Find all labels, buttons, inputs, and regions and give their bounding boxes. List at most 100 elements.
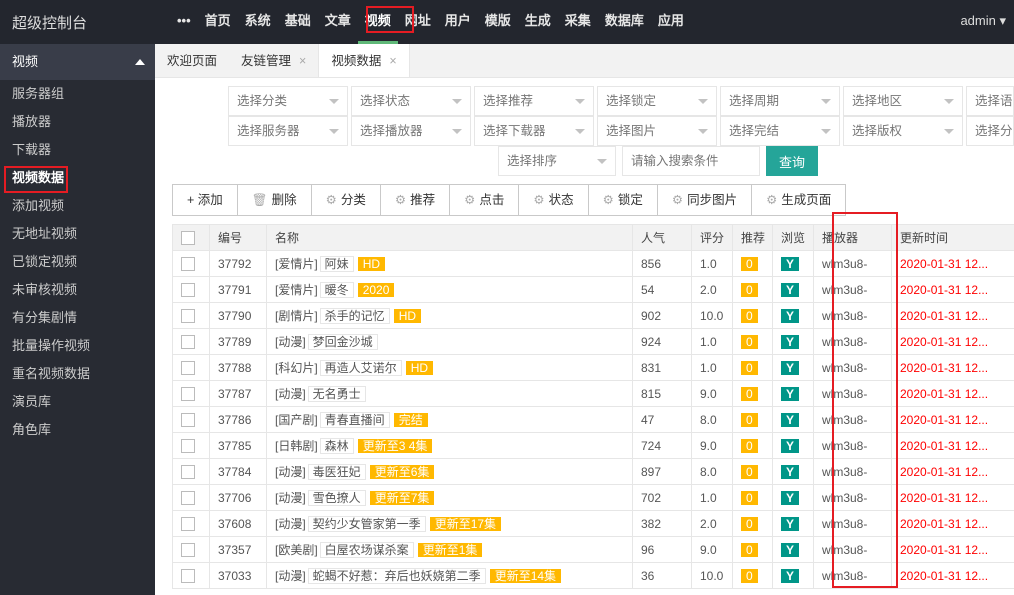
- nav-item-6[interactable]: 网址: [404, 13, 431, 28]
- recommend-badge[interactable]: 0: [741, 308, 758, 323]
- browse-badge[interactable]: Y: [781, 334, 800, 349]
- filter-select[interactable]: 选择锁定: [597, 86, 717, 116]
- video-name-link[interactable]: 杀手的记忆: [319, 308, 390, 324]
- filter-select[interactable]: 选择推荐: [474, 86, 594, 116]
- sidebar-item-2[interactable]: 下载器: [12, 142, 52, 157]
- nav-item-12[interactable]: 应用: [657, 13, 684, 28]
- filter-select[interactable]: 选择图片: [597, 116, 717, 146]
- video-name-link[interactable]: 无名勇士: [307, 386, 366, 402]
- nav-item-1[interactable]: 首页: [204, 13, 231, 28]
- recommend-badge[interactable]: 0: [741, 282, 758, 297]
- nav-item-5[interactable]: 视频: [357, 0, 398, 44]
- filter-select[interactable]: 选择服务器: [228, 116, 348, 146]
- nav-item-0[interactable]: •••: [177, 13, 191, 28]
- toolbar-button-1[interactable]: 🗑 删除: [238, 185, 312, 215]
- row-checkbox[interactable]: [181, 516, 195, 531]
- row-checkbox[interactable]: [181, 464, 195, 479]
- close-icon[interactable]: ×: [299, 54, 307, 68]
- browse-badge[interactable]: Y: [781, 542, 800, 557]
- filter-select[interactable]: 选择下载器: [474, 116, 594, 146]
- row-checkbox[interactable]: [181, 282, 195, 297]
- sidebar-item-5[interactable]: 无地址视频: [12, 226, 78, 241]
- sidebar-group-video[interactable]: 视频: [0, 44, 155, 80]
- video-name-link[interactable]: 再造人艾诺尔: [319, 360, 402, 376]
- browse-badge[interactable]: Y: [781, 516, 800, 531]
- video-name-link[interactable]: 梦回金沙城: [307, 334, 378, 350]
- close-icon[interactable]: ×: [389, 54, 397, 68]
- video-name-link[interactable]: 阿妹: [319, 256, 354, 272]
- recommend-badge[interactable]: 0: [741, 256, 758, 271]
- sidebar-item-3[interactable]: 视频数据: [12, 170, 65, 185]
- nav-item-3[interactable]: 基础: [284, 13, 311, 28]
- recommend-badge[interactable]: 0: [741, 386, 758, 401]
- nav-item-2[interactable]: 系统: [244, 13, 271, 28]
- row-checkbox[interactable]: [181, 490, 195, 505]
- row-checkbox[interactable]: [181, 308, 195, 323]
- browse-badge[interactable]: Y: [781, 282, 800, 297]
- toolbar-button-0[interactable]: + 添加: [173, 185, 238, 215]
- nav-item-10[interactable]: 采集: [564, 13, 591, 28]
- browse-badge[interactable]: Y: [781, 256, 800, 271]
- video-name-link[interactable]: 契约少女管家第一季: [307, 516, 426, 532]
- video-name-link[interactable]: 暖冬: [319, 282, 354, 298]
- video-name-link[interactable]: 雪色撩人: [307, 490, 366, 506]
- browse-badge[interactable]: Y: [781, 490, 800, 505]
- toolbar-button-3[interactable]: ⚙ 推荐: [381, 185, 451, 215]
- toolbar-button-5[interactable]: ⚙ 状态: [519, 185, 589, 215]
- browse-badge[interactable]: Y: [781, 464, 800, 479]
- toolbar-button-2[interactable]: ⚙ 分类: [312, 185, 381, 215]
- sidebar-item-9[interactable]: 批量操作视频: [12, 338, 91, 353]
- sidebar-item-11[interactable]: 演员库: [12, 394, 52, 409]
- row-checkbox[interactable]: [181, 360, 195, 375]
- browse-badge[interactable]: Y: [781, 308, 800, 323]
- browse-badge[interactable]: Y: [781, 438, 800, 453]
- query-button[interactable]: 查询: [766, 146, 818, 176]
- user-menu[interactable]: admin ▾: [960, 13, 1006, 28]
- filter-select[interactable]: 选择播放器: [351, 116, 471, 146]
- filter-select[interactable]: 选择版权: [843, 116, 963, 146]
- browse-badge[interactable]: Y: [781, 412, 800, 427]
- tab-1[interactable]: 友链管理 ×: [229, 44, 318, 77]
- row-checkbox[interactable]: [181, 438, 195, 453]
- filter-select[interactable]: 选择语: [966, 86, 1014, 116]
- browse-badge[interactable]: Y: [781, 360, 800, 375]
- filter-select[interactable]: 选择地区: [843, 86, 963, 116]
- recommend-badge[interactable]: 0: [741, 464, 758, 479]
- select-all-checkbox[interactable]: [181, 230, 195, 245]
- nav-item-9[interactable]: 生成: [524, 13, 551, 28]
- nav-item-4[interactable]: 文章: [324, 13, 351, 28]
- search-input[interactable]: [622, 146, 760, 176]
- recommend-badge[interactable]: 0: [741, 360, 758, 375]
- row-checkbox[interactable]: [181, 386, 195, 401]
- video-name-link[interactable]: 蛇蝎不好惹：弃后也妖娆第二季: [307, 568, 486, 584]
- toolbar-button-7[interactable]: ⚙ 同步图片: [658, 185, 753, 215]
- sidebar-item-6[interactable]: 已锁定视频: [12, 254, 78, 269]
- video-name-link[interactable]: 青春直播间: [319, 412, 390, 428]
- row-checkbox[interactable]: [181, 256, 195, 271]
- toolbar-button-4[interactable]: ⚙ 点击: [450, 185, 520, 215]
- browse-badge[interactable]: Y: [781, 386, 800, 401]
- row-checkbox[interactable]: [181, 568, 195, 583]
- recommend-badge[interactable]: 0: [741, 542, 758, 557]
- toolbar-button-6[interactable]: ⚙ 锁定: [589, 185, 658, 215]
- tab-0[interactable]: 欢迎页面: [155, 44, 229, 77]
- sidebar-item-0[interactable]: 服务器组: [12, 86, 65, 101]
- row-checkbox[interactable]: [181, 412, 195, 427]
- recommend-badge[interactable]: 0: [741, 334, 758, 349]
- recommend-badge[interactable]: 0: [741, 490, 758, 505]
- row-checkbox[interactable]: [181, 334, 195, 349]
- sidebar-item-1[interactable]: 播放器: [12, 114, 52, 129]
- sidebar-item-12[interactable]: 角色库: [12, 422, 52, 437]
- sidebar-item-10[interactable]: 重名视频数据: [12, 366, 91, 381]
- row-checkbox[interactable]: [181, 542, 195, 557]
- sidebar-item-8[interactable]: 有分集剧情: [12, 310, 78, 325]
- video-name-link[interactable]: 毒医狂妃: [307, 464, 366, 480]
- browse-badge[interactable]: Y: [781, 568, 800, 583]
- filter-select[interactable]: 选择完结: [720, 116, 840, 146]
- recommend-badge[interactable]: 0: [741, 438, 758, 453]
- video-name-link[interactable]: 森林: [319, 438, 354, 454]
- sidebar-item-4[interactable]: 添加视频: [12, 198, 65, 213]
- tab-2[interactable]: 视频数据 ×: [318, 44, 410, 77]
- filter-select[interactable]: 选择状态: [351, 86, 471, 116]
- toolbar-button-8[interactable]: ⚙ 生成页面: [752, 185, 845, 215]
